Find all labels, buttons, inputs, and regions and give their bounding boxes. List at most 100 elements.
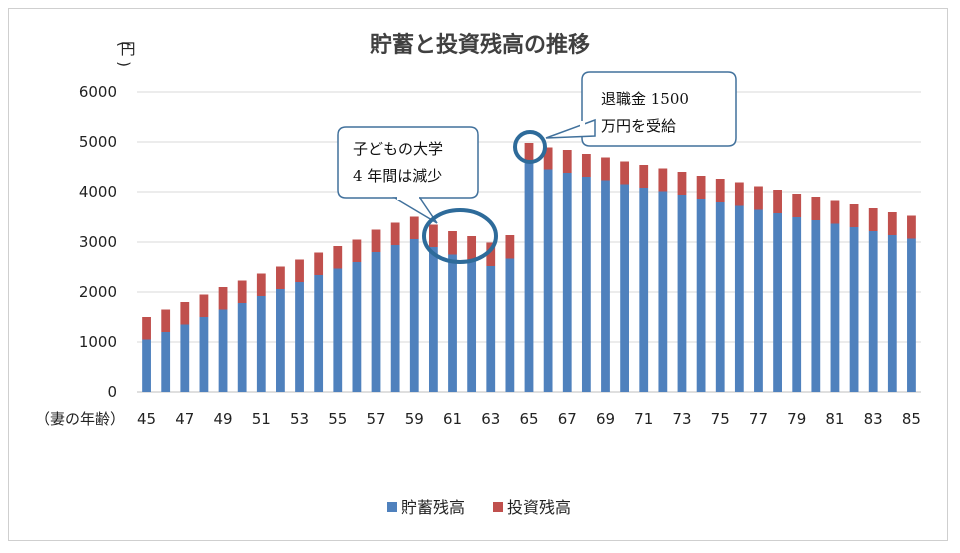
bar-savings-77: [754, 209, 763, 392]
bar-savings-47: [180, 324, 190, 392]
bar-savings-55: [333, 268, 343, 392]
pointer-mask: [580, 121, 585, 135]
bar-investment-57: [371, 229, 381, 252]
callout-retirement: 退職金 1500 万円を受給: [545, 71, 737, 147]
bar-investment-58: [390, 222, 400, 245]
chart-title: 貯蓄と投資残高の推移: [370, 32, 590, 58]
bar-investment-77: [754, 186, 763, 210]
x-tick-label: 73: [672, 410, 691, 428]
bar-savings-79: [792, 217, 802, 392]
bar-savings-56: [352, 262, 362, 392]
bar-investment-80: [811, 197, 821, 220]
bar-savings-63: [486, 266, 496, 392]
bar-savings-46: [161, 332, 171, 392]
chart-frame: [8, 8, 948, 541]
bar-investment-67: [562, 150, 572, 173]
bar-investment-48: [199, 294, 209, 317]
bar-savings-81: [830, 223, 840, 392]
bar-savings-85: [907, 238, 916, 392]
y-axis-unit: ( 円 ): [115, 40, 136, 67]
bar-investment-82: [849, 204, 859, 227]
legend-swatch-investment: [493, 502, 503, 512]
bar-savings-60: [428, 247, 438, 392]
bar-savings-50: [237, 303, 247, 392]
bar-savings-78: [773, 213, 782, 392]
bar-investment-56: [352, 239, 362, 262]
bar-investment-78: [773, 190, 782, 213]
bar-investment-76: [734, 182, 744, 206]
bar-savings-67: [562, 173, 572, 392]
bar-savings-49: [218, 309, 228, 392]
x-tick-label: 55: [328, 410, 347, 428]
bar-savings-52: [276, 289, 285, 392]
bar-savings-53: [295, 282, 304, 392]
bar-investment-55: [333, 246, 343, 269]
x-tick-label: 59: [405, 410, 424, 428]
x-tick-label: 71: [634, 410, 653, 428]
bar-investment-59: [409, 216, 419, 239]
bar-savings-82: [849, 227, 859, 392]
bar-savings-69: [601, 180, 610, 392]
callout-university: 子どもの大学 4 年間は減少: [337, 126, 479, 224]
bar-investment-50: [237, 280, 247, 303]
x-tick-label: 79: [787, 410, 806, 428]
x-tick-label: 45: [137, 410, 156, 428]
callout-university-line1: 子どもの大学: [353, 140, 443, 158]
x-tick-label: 51: [252, 410, 271, 428]
x-axis-ticks: 45 47 49 51 53 55 57 59 61 63 65 67 69 71 73 75 77 79 81 83…: [137, 410, 921, 428]
y-tick-label: 1000: [79, 333, 117, 351]
x-tick-label: 53: [290, 410, 309, 428]
x-tick-label: 63: [481, 410, 500, 428]
x-tick-label: 47: [175, 410, 194, 428]
bar-investment-75: [715, 179, 725, 202]
bar-investment-65: [524, 143, 534, 162]
bar-investment-69: [601, 157, 610, 181]
bar-investment-66: [543, 147, 553, 170]
legend-item-investment: 投資残高: [493, 498, 571, 517]
y-axis-ticks: 0 1000 2000 3000 4000 5000 6000: [79, 83, 117, 401]
bar-savings-74: [696, 199, 706, 392]
bar-savings-71: [639, 188, 649, 392]
bar-savings-58: [390, 245, 400, 392]
bar-investment-72: [658, 168, 668, 192]
bar-investment-45: [142, 317, 151, 340]
unit-paren-close: ): [115, 61, 133, 67]
bar-investment-64: [505, 235, 515, 259]
x-tick-label: 69: [596, 410, 615, 428]
bar-investment-68: [581, 154, 591, 177]
bar-investment-85: [907, 215, 916, 239]
bar-savings-65: [524, 162, 534, 392]
callout-retirement-line2: 万円を受給: [601, 117, 676, 135]
bar-investment-47: [180, 302, 190, 325]
bar-savings-54: [314, 275, 324, 392]
bar-savings-70: [620, 184, 630, 392]
x-tick-label: 49: [214, 410, 233, 428]
bar-investment-62: [467, 236, 477, 260]
bar-investment-83: [868, 208, 878, 231]
x-tick-label: 65: [519, 410, 538, 428]
bar-savings-45: [142, 339, 151, 392]
x-tick-label: 77: [749, 410, 768, 428]
bar-investment-61: [448, 231, 457, 255]
bar-savings-57: [371, 252, 381, 392]
callout-retirement-box: [581, 71, 737, 147]
bar-investment-74: [696, 176, 706, 199]
y-tick-label: 0: [107, 383, 117, 401]
bar-investment-84: [887, 212, 897, 235]
bar-investment-51: [256, 273, 266, 296]
legend-swatch-savings: [387, 502, 397, 512]
y-tick-label: 3000: [79, 233, 117, 251]
y-tick-label: 5000: [79, 133, 117, 151]
bar-investment-79: [792, 194, 802, 217]
bar-savings-72: [658, 191, 668, 392]
bar-savings-62: [467, 259, 477, 392]
callout-university-box: [337, 126, 479, 199]
x-tick-label: 85: [902, 410, 921, 428]
bar-savings-64: [505, 258, 515, 392]
bar-investment-73: [677, 172, 687, 195]
y-tick-label: 6000: [79, 83, 117, 101]
x-tick-label: 61: [443, 410, 462, 428]
bar-investment-46: [161, 309, 171, 332]
bar-savings-76: [734, 205, 744, 392]
pointer-mask: [397, 196, 419, 200]
